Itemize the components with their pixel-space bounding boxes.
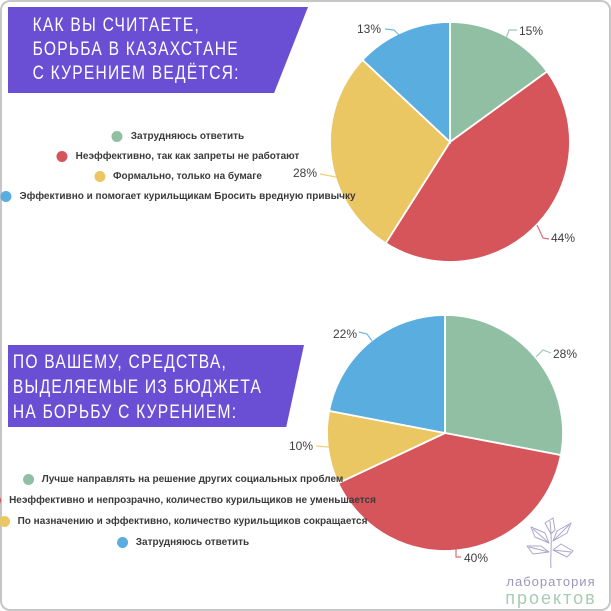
pie1-leader-1 (504, 29, 517, 43)
legend-swatch-icon (0, 494, 2, 506)
logo: лаборатория проектов (495, 516, 607, 608)
pie2-label-4: 22% (333, 327, 357, 341)
banner1-line3: С КУРЕНИЕМ ВЕДЁТСЯ: (32, 63, 240, 84)
legend-swatch-icon (94, 170, 106, 182)
legend1-item-4: Эффективно и помогает курильщикам Бросит… (0, 189, 356, 203)
logo-subtitle: проектов (505, 588, 597, 608)
logo-plant-icon (526, 517, 574, 569)
pie1-label-1: 15% (519, 24, 543, 38)
pie1-slice-4 (361, 21, 451, 145)
legend2-item-1: Лучше направлять на решение других социа… (22, 472, 344, 486)
legend1-item-3: Формально, только на бумаге (94, 169, 262, 183)
banner1-line1: КАК ВЫ СЧИТАЕТЕ, (32, 15, 201, 36)
legend2-item-3: По назначению и эффективно, количество к… (0, 514, 367, 528)
legend-swatch-icon (22, 473, 34, 485)
pie2-leader-3 (315, 445, 330, 448)
banner-question-2: ПО ВАШЕМУ, СРЕДСТВА, ВЫДЕЛЯЕМЫЕ ИЗ БЮДЖЕ… (8, 345, 304, 427)
legend-2: Лучше направлять на решение других социа… (0, 472, 376, 556)
pie2-slice-1 (444, 314, 564, 457)
legend-swatch-icon (0, 515, 10, 527)
pie1-label-3: 28% (293, 166, 317, 180)
legend2-item-2: Неэффективно и непрозрачно, количество к… (0, 493, 376, 507)
legend-1: Затрудняюсь ответить Неэффективно, так ка… (0, 129, 356, 209)
pie1-label-4: 13% (357, 22, 381, 36)
banner2-line2: ВЫДЕЛЯЕМЫЕ ИЗ БЮДЖЕТА (12, 377, 263, 398)
banner1-line2: БОРЬБА В КАЗАХСТАНЕ (32, 39, 239, 60)
pie2-slice-2 (337, 432, 562, 552)
legend-swatch-icon (111, 130, 123, 142)
legend-swatch-icon (56, 150, 68, 162)
pie1-leader-2 (536, 224, 550, 240)
legend1-item-1: Затрудняюсь ответить (111, 129, 245, 143)
legend-label: Затрудняюсь ответить (135, 536, 250, 548)
pie2-slice-4 (328, 314, 446, 435)
pie2-label-1: 28% (553, 347, 577, 361)
legend-label: Формально, только на бумаге (113, 170, 262, 182)
pie1-slice-2 (384, 70, 571, 263)
legend-label: Эффективно и помогает курильщикам Бросит… (19, 190, 356, 202)
pie2-leader-1 (535, 349, 552, 358)
pie2-label-3: 10% (289, 439, 313, 453)
banner-question-2-text: ПО ВАШЕМУ, СРЕДСТВА, ВЫДЕЛЯЕМЫЕ ИЗ БЮДЖЕ… (8, 345, 263, 425)
banner2-line3: НА БОРЬБУ С КУРЕНИЕМ: (12, 402, 238, 423)
legend-swatch-icon (116, 536, 128, 548)
pie2-label-2: 40% (464, 551, 488, 565)
legend2-item-4: Затрудняюсь ответить (116, 535, 250, 549)
pie2-leader-2 (455, 541, 461, 558)
banner-question-1: КАК ВЫ СЧИТАЕТЕ, БОРЬБА В КАЗАХСТАНЕ С К… (8, 7, 308, 93)
banner-question-1-text: КАК ВЫ СЧИТАЕТЕ, БОРЬБА В КАЗАХСТАНЕ С К… (8, 7, 254, 86)
logo-title: лаборатория (506, 574, 596, 589)
legend-label: Затрудняюсь ответить (130, 130, 245, 142)
legend-label: По назначению и эффективно, количество к… (17, 515, 368, 527)
pie1-label-2: 44% (551, 231, 575, 245)
legend1-item-2: Неэффективно, так как запреты не работаю… (56, 149, 300, 163)
pie1-leader-4 (384, 28, 400, 36)
legend-label: Неэффективно, так как запреты не работаю… (75, 150, 300, 162)
legend-label: Лучше направлять на решение других социа… (41, 473, 344, 485)
legend-label: Неэффективно и непрозрачно, количество к… (9, 494, 376, 506)
banner2-line1: ПО ВАШЕМУ, СРЕДСТВА, (12, 352, 228, 373)
pie2-slice-3 (326, 409, 448, 485)
legend-swatch-icon (0, 190, 12, 202)
pie1-slice-3 (329, 58, 452, 245)
pie1-slice-1 (449, 21, 549, 144)
pie1-leader-3 (319, 173, 337, 178)
pie2-leader-4 (358, 331, 373, 342)
